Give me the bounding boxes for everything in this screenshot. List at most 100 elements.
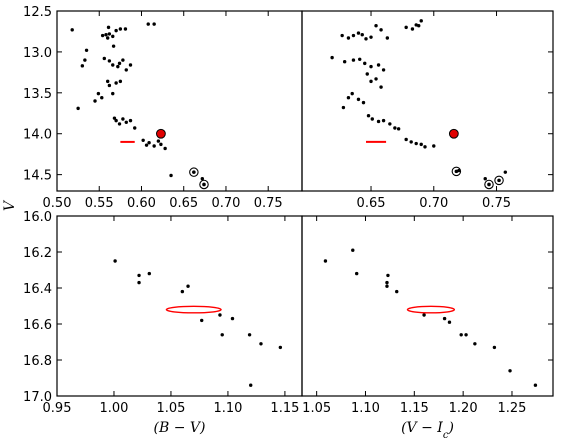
data-point	[464, 333, 468, 337]
y-axis-label: V	[2, 199, 18, 211]
data-point	[218, 313, 222, 317]
data-point	[105, 36, 110, 40]
data-point	[259, 342, 263, 346]
data-point	[409, 140, 413, 144]
data-point	[112, 116, 117, 120]
plot-area	[113, 259, 283, 387]
data-point	[200, 318, 204, 323]
data-point	[247, 333, 252, 337]
circled-point	[497, 178, 501, 183]
data-point	[200, 177, 205, 181]
data-point	[100, 33, 105, 38]
x-axis-label: (V − Ic)	[401, 420, 454, 438]
data-point	[147, 271, 152, 276]
data-point	[360, 33, 364, 37]
circled-point-ring	[494, 175, 504, 186]
y-tick-label: 16.4	[23, 282, 52, 297]
data-point	[351, 58, 356, 62]
data-point	[379, 28, 383, 32]
data-point	[93, 99, 97, 103]
data-point	[354, 271, 359, 276]
data-point	[376, 119, 381, 124]
x-tick-label: 1.25	[498, 401, 527, 416]
plot-area	[70, 22, 209, 190]
data-point	[376, 63, 381, 67]
data-point	[410, 27, 415, 31]
data-point	[365, 72, 369, 76]
data-point	[117, 61, 122, 66]
circled-point-ring	[199, 179, 209, 190]
data-point	[388, 122, 392, 126]
data-point	[533, 383, 538, 387]
data-point	[144, 143, 149, 147]
data-point	[374, 77, 378, 81]
data-point	[159, 142, 163, 147]
data-point	[107, 83, 112, 88]
plot-area	[323, 248, 538, 387]
data-point	[374, 24, 378, 28]
data-point	[152, 22, 156, 26]
data-point	[483, 177, 487, 181]
data-point	[358, 57, 362, 61]
data-point	[80, 64, 85, 68]
data-point	[104, 33, 108, 37]
data-point	[342, 60, 347, 64]
data-point	[230, 316, 235, 321]
data-point	[106, 25, 111, 30]
y-tick-label: 14.5	[23, 169, 52, 184]
data-point	[404, 25, 408, 30]
x-axis-label-main: (V − I	[401, 420, 443, 436]
data-point	[459, 333, 463, 337]
data-point	[128, 63, 133, 67]
data-point	[163, 146, 167, 151]
x-tick-label: 0.60	[127, 196, 156, 211]
data-point	[121, 58, 125, 62]
data-point	[102, 56, 107, 61]
data-point	[386, 273, 390, 278]
data-point	[156, 139, 161, 143]
data-point	[124, 68, 128, 72]
panel-bottom-left: 0.95 1.00 1.05 1.10 1.15 16.0 16.2 16.4 16.6 16.8…	[23, 210, 553, 436]
x-tick-label: 0.70	[211, 196, 240, 211]
data-point	[114, 81, 118, 85]
y-tick-label: 14.0	[23, 128, 52, 143]
data-point	[351, 248, 355, 252]
circled-point	[202, 182, 206, 187]
x-tick-label: 0.75	[254, 196, 283, 211]
highlight-point	[448, 128, 459, 139]
x-tick-label: 1.00	[100, 401, 129, 416]
y-tick-label: 16.2	[23, 246, 52, 261]
data-point	[180, 289, 185, 294]
data-point	[432, 144, 436, 148]
data-point	[363, 61, 367, 66]
x-tick-label: 1.10	[351, 401, 380, 416]
data-point	[492, 345, 497, 350]
data-point	[123, 27, 128, 31]
data-point	[133, 126, 137, 130]
data-point	[447, 320, 452, 324]
data-point	[385, 280, 389, 285]
x-tick-label: 1.05	[156, 401, 185, 416]
data-point	[111, 44, 116, 48]
data-point	[121, 117, 125, 121]
data-point	[346, 96, 351, 100]
data-point	[369, 64, 373, 69]
data-point	[117, 122, 122, 126]
data-point	[346, 36, 351, 40]
x-tick-label: 0.95	[43, 401, 72, 416]
x-tick-label: 0.65	[357, 196, 386, 211]
data-point	[169, 173, 173, 178]
data-point	[330, 55, 334, 60]
panel-frame	[301, 215, 554, 397]
data-point	[419, 142, 423, 147]
data-point	[395, 289, 399, 294]
data-point	[341, 105, 346, 110]
data-point	[141, 138, 145, 142]
data-point	[351, 33, 356, 38]
x-tick-label: 1.20	[449, 401, 478, 416]
y-tick-label: 13.0	[23, 46, 52, 61]
data-point	[385, 36, 390, 40]
data-point	[396, 127, 401, 131]
highlight-point	[156, 128, 166, 139]
